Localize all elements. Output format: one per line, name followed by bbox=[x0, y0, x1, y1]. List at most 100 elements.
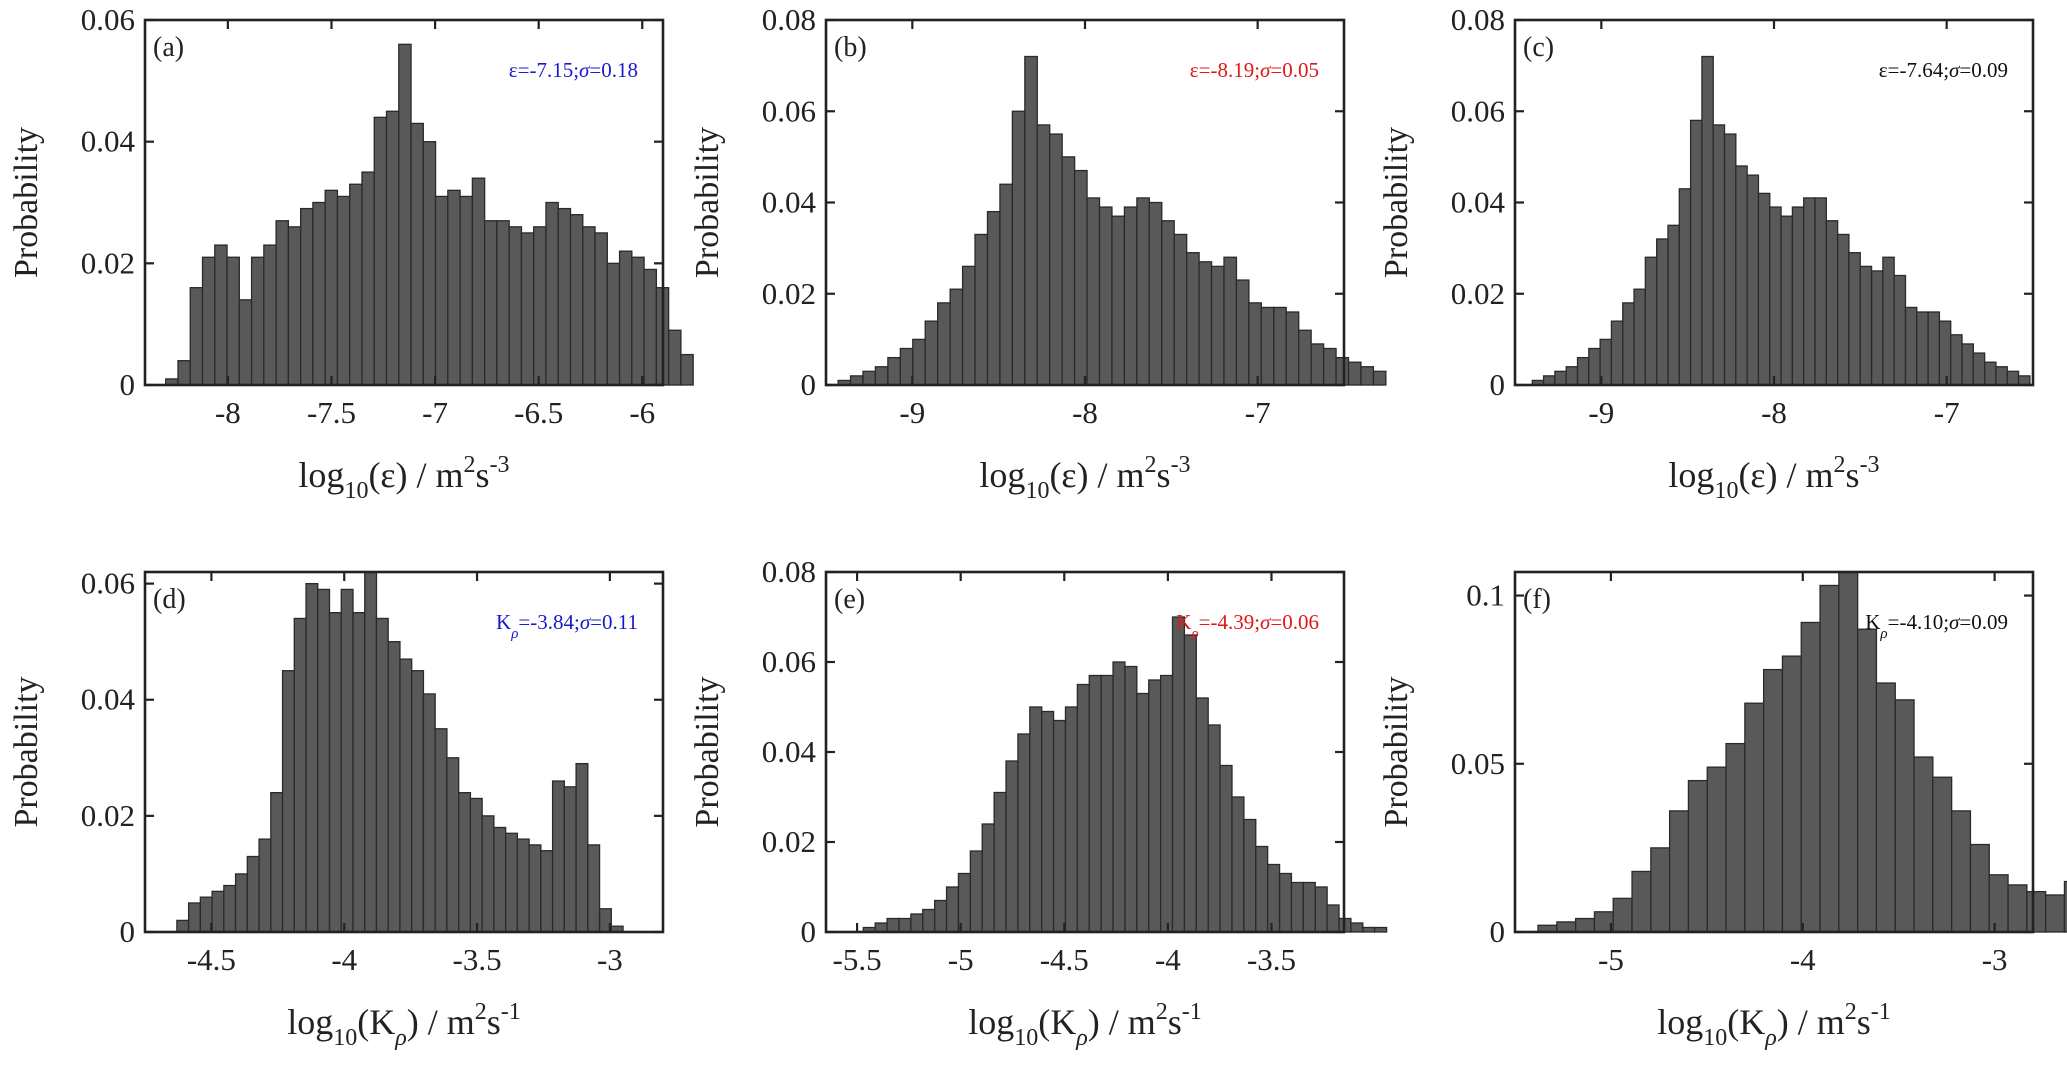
histogram-bar bbox=[924, 320, 939, 386]
histogram-bar bbox=[305, 582, 319, 933]
stat-symbol-sub: ρ bbox=[1190, 626, 1198, 642]
histogram-bar bbox=[569, 214, 584, 386]
histogram-bar bbox=[1612, 897, 1633, 933]
x-tick-label: -4 bbox=[1155, 942, 1181, 977]
stat-annotation: Kρ=-4.39;σ=0.06 bbox=[1176, 610, 1319, 642]
x-label-unit-sup1: 2 bbox=[1145, 452, 1157, 478]
histogram-bar bbox=[1916, 311, 1929, 386]
histogram-bar bbox=[1746, 174, 1760, 386]
histogram-bar bbox=[680, 353, 694, 386]
x-tick-label: -5 bbox=[948, 942, 974, 977]
histogram-bar bbox=[1278, 872, 1293, 933]
histogram-bar bbox=[1781, 655, 1802, 933]
histogram-bar bbox=[1195, 697, 1209, 933]
histogram-bar bbox=[1314, 886, 1328, 933]
histogram-bar bbox=[1712, 124, 1726, 386]
x-axis-label: log10(ε) / m2s-3 bbox=[298, 452, 509, 504]
histogram-bar bbox=[287, 226, 302, 386]
histogram-bar bbox=[1800, 621, 1821, 933]
histogram-bar bbox=[1100, 674, 1114, 933]
x-tick-label: -7 bbox=[422, 395, 448, 430]
y-tick-label: 0 bbox=[801, 914, 817, 949]
histogram-bar bbox=[1687, 779, 1708, 933]
histogram-bar bbox=[1706, 766, 1727, 933]
histogram-bar bbox=[1350, 922, 1364, 933]
histogram-bar bbox=[1148, 679, 1162, 933]
histogram-bar bbox=[1556, 921, 1577, 933]
histogram-bar bbox=[1723, 133, 1737, 386]
histogram-bar bbox=[1622, 302, 1635, 386]
x-label-unit-mid: s bbox=[1846, 455, 1860, 495]
histogram-bar bbox=[1267, 863, 1281, 933]
histogram-bar bbox=[1950, 334, 1963, 386]
x-label-prefix: log bbox=[968, 1002, 1014, 1042]
histogram-bar bbox=[949, 288, 964, 386]
stat-annotation: Kρ=-4.10;σ=0.09 bbox=[1865, 610, 2008, 642]
x-label-unit: / m bbox=[1789, 1002, 1845, 1042]
histogram-bar bbox=[1310, 343, 1325, 386]
stat-text: =-3.84; bbox=[518, 610, 579, 634]
histogram-bar bbox=[2006, 370, 2020, 386]
histogram-bar bbox=[1347, 361, 1362, 386]
histogram-bar bbox=[410, 122, 424, 386]
x-label-unit: / m bbox=[1100, 1002, 1156, 1042]
x-label-base: 10 bbox=[344, 478, 368, 504]
stat-symbol-sub: ρ bbox=[510, 626, 518, 642]
y-tick-label: 0.06 bbox=[81, 2, 135, 37]
histogram-bar bbox=[1372, 370, 1387, 386]
panel-label: (c) bbox=[1523, 32, 1554, 63]
histogram-bar bbox=[1362, 926, 1376, 933]
histogram-bar bbox=[2007, 884, 2028, 933]
histogram-bar bbox=[849, 375, 864, 386]
histogram-bar bbox=[2045, 894, 2066, 933]
histogram-bar bbox=[201, 256, 216, 386]
x-axis-label: log10(Kρ) / m2s-1 bbox=[1657, 999, 1891, 1051]
y-tick-label: 0 bbox=[801, 367, 817, 402]
histogram-bar bbox=[399, 658, 413, 933]
histogram-bar bbox=[1656, 238, 1669, 386]
histogram-bar bbox=[1183, 634, 1197, 933]
histogram-bar bbox=[411, 670, 425, 933]
histogram-bar bbox=[557, 207, 572, 386]
histogram-bar bbox=[1848, 252, 1861, 386]
axes-frame bbox=[143, 570, 665, 934]
histogram-bar bbox=[969, 850, 983, 933]
y-axis-label: Probability bbox=[1378, 127, 1415, 278]
stat-annotation: ε=-7.64;σ=0.09 bbox=[1879, 58, 2008, 82]
x-label-unit: / m bbox=[419, 1002, 475, 1042]
histogram-bar bbox=[434, 195, 449, 386]
histogram-bar bbox=[1173, 233, 1188, 386]
histogram-bar bbox=[1298, 329, 1312, 386]
histogram-bar bbox=[1374, 926, 1388, 933]
y-tick-label: 0.04 bbox=[762, 734, 817, 769]
panel-label: (d) bbox=[153, 584, 186, 615]
panel-d: -4.5 -4 -3.5 -3 0 0.02 0.04 0.06 Probability log1… bbox=[8, 566, 665, 1051]
histogram-bar bbox=[336, 195, 351, 386]
histogram-bar bbox=[1780, 215, 1794, 386]
x-label-unit-mid: s bbox=[1857, 1002, 1871, 1042]
histogram-bar bbox=[422, 141, 437, 386]
histogram-bar bbox=[361, 171, 375, 386]
histogram-bar bbox=[299, 207, 314, 386]
x-label-base: 10 bbox=[1014, 1025, 1038, 1051]
histogram-bar bbox=[533, 226, 547, 386]
histogram-bar bbox=[1644, 256, 1658, 386]
histogram-bar bbox=[1326, 904, 1340, 933]
histogram-bar bbox=[1542, 375, 1556, 386]
histogram-bar bbox=[981, 823, 995, 933]
histogram-bar bbox=[469, 797, 483, 933]
histogram-bar bbox=[1744, 702, 1765, 933]
histogram-bar bbox=[1136, 692, 1150, 933]
histogram-bar bbox=[1913, 756, 1934, 933]
x-label-unit-sup1: 2 bbox=[1156, 999, 1168, 1025]
x-label-variable-sub: ρ bbox=[1075, 1025, 1088, 1051]
histogram-bar bbox=[176, 919, 190, 933]
histogram-bar bbox=[447, 189, 461, 386]
histogram-bar bbox=[974, 233, 989, 386]
x-label-unit-sup1: 2 bbox=[1834, 452, 1846, 478]
stat-text: =-7.15; bbox=[518, 58, 579, 82]
panel-a: -8 -7.5 -7 -6.5 -6 0 0.02 0.04 0.06 Probability lo… bbox=[8, 2, 694, 504]
histogram-bar bbox=[1825, 220, 1839, 386]
histogram-bar bbox=[1207, 724, 1221, 933]
histogram-bar bbox=[1136, 197, 1150, 386]
